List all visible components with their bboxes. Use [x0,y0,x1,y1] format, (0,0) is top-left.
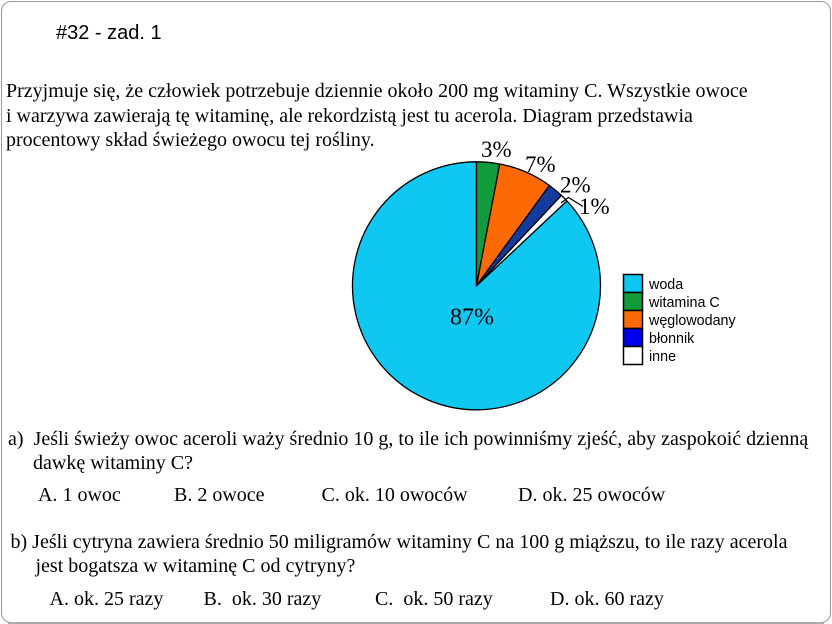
svg-text:7%: 7% [525,152,556,177]
svg-text:2%: 2% [560,173,591,198]
svg-text:3%: 3% [481,137,512,162]
svg-text:1%: 1% [579,194,610,219]
svg-text:inne: inne [649,349,676,365]
svg-text:węglowodany: węglowodany [648,313,736,329]
svg-text:87%: 87% [450,305,494,331]
svg-text:błonnik: błonnik [649,331,695,347]
svg-text:woda: woda [648,277,683,293]
svg-text:witamina C: witamina C [648,295,720,311]
